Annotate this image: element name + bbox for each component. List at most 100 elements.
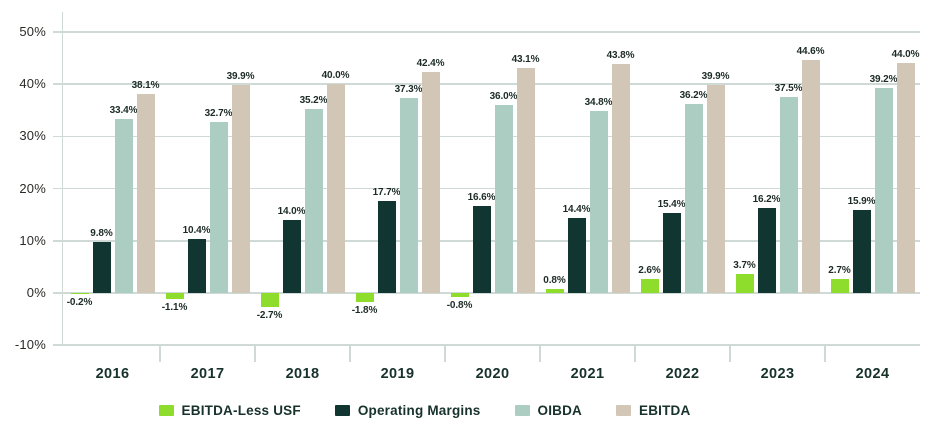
bar-oibda-2019: [399, 98, 418, 293]
legend-label: OIBDA: [537, 403, 582, 418]
y-axis-tick-label: 40%: [19, 76, 46, 92]
x-axis-tick: [634, 346, 636, 362]
bar-ebitda-less-usf-2019: [355, 293, 374, 303]
legend-item-oibda: OIBDA: [514, 403, 583, 418]
value-label: 17.7%: [372, 186, 401, 198]
value-label: 2.6%: [638, 265, 661, 277]
gridline-50%: [53, 31, 920, 33]
legend-swatch-icon: [616, 405, 631, 416]
x-axis-tick: [824, 346, 826, 362]
x-axis-label-2016: 2016: [95, 366, 130, 382]
bar-oibda-2022: [684, 104, 703, 293]
bar-ebitda-less-usf-2024: [830, 278, 849, 293]
gridline-0%: [53, 292, 920, 294]
bar-ebitda-2017: [231, 84, 250, 293]
value-label: 44.6%: [796, 46, 825, 58]
x-axis-tick: [729, 346, 731, 362]
value-label: 2.7%: [828, 264, 851, 276]
legend-item-ebitda: EBITDA: [616, 403, 690, 418]
bar-operating-margins-2019: [377, 200, 396, 293]
value-label: 43.8%: [606, 50, 635, 62]
legend-item-operating-margins: Operating Margins: [334, 403, 481, 418]
value-label: 9.8%: [90, 227, 113, 239]
value-label: 37.3%: [394, 84, 423, 96]
x-axis-label-2018: 2018: [285, 366, 320, 382]
y-axis-tick-label: 10%: [19, 232, 46, 248]
bar-ebitda-2021: [611, 64, 630, 293]
value-label: -1.8%: [351, 305, 378, 317]
x-axis-label-2020: 2020: [475, 366, 510, 382]
bar-ebitda-less-usf-2022: [640, 279, 659, 293]
value-label: 36.2%: [679, 90, 708, 102]
y-axis-tick-label: 30%: [19, 128, 46, 144]
legend-label: Operating Margins: [357, 403, 481, 418]
x-axis-label-2017: 2017: [190, 366, 225, 382]
gridline-40%: [53, 83, 920, 85]
value-label: 39.2%: [869, 74, 898, 86]
bar-operating-margins-2016: [92, 241, 111, 293]
value-label: 16.6%: [467, 192, 496, 204]
x-axis-tick: [159, 346, 161, 362]
y-axis-tick-label: 50%: [19, 24, 46, 39]
bar-ebitda-2018: [326, 84, 345, 293]
legend-label: EBITDA-Less USF: [181, 403, 301, 418]
bar-operating-margins-2022: [662, 212, 681, 293]
value-label: 0.8%: [543, 274, 566, 286]
value-label: 3.7%: [733, 259, 756, 271]
bar-ebitda-2024: [896, 63, 915, 293]
bar-oibda-2017: [209, 122, 228, 293]
value-label: 39.9%: [701, 70, 730, 82]
bar-oibda-2023: [779, 97, 798, 293]
bar-ebitda-less-usf-2021: [545, 288, 564, 293]
value-label: -0.8%: [446, 300, 473, 312]
value-label: 37.5%: [774, 83, 803, 95]
gridline-20%: [53, 187, 920, 190]
bar-operating-margins-2021: [567, 217, 586, 293]
bar-ebitda-less-usf-2018: [260, 293, 279, 308]
value-label: 32.7%: [204, 108, 233, 120]
gridline-30%: [53, 135, 920, 138]
bar-ebitda-2022: [706, 84, 725, 293]
x-axis-tick: [349, 346, 351, 362]
value-label: 34.8%: [584, 97, 613, 109]
bar-operating-margins-2023: [757, 208, 776, 293]
bar-operating-margins-2017: [187, 238, 206, 293]
bar-ebitda-2023: [801, 60, 820, 293]
x-axis-label-2022: 2022: [665, 366, 700, 382]
bar-operating-margins-2020: [472, 206, 491, 293]
value-label: 38.1%: [131, 80, 160, 92]
value-label: 14.0%: [277, 205, 306, 217]
x-axis-tick: [539, 346, 541, 362]
value-label: 33.4%: [109, 104, 138, 116]
legend-item-ebitda-less-usf: EBITDA-Less USF: [158, 403, 301, 418]
bar-oibda-2016: [114, 118, 133, 293]
bar-operating-margins-2018: [282, 219, 301, 293]
value-label: 43.1%: [511, 54, 540, 66]
x-axis-label-2023: 2023: [760, 366, 795, 382]
value-label: 15.9%: [847, 196, 876, 207]
bar-ebitda-2016: [136, 94, 155, 293]
value-label: -2.7%: [256, 310, 283, 322]
value-label: 39.9%: [226, 70, 255, 82]
bar-ebitda-less-usf-2020: [450, 293, 469, 298]
value-label: 42.4%: [416, 57, 445, 69]
gridline--10%: [53, 344, 920, 346]
bar-ebitda-less-usf-2023: [735, 273, 754, 293]
y-axis-tick-label: 0%: [26, 285, 46, 300]
value-label: -1.1%: [161, 301, 188, 313]
x-axis-label-2019: 2019: [380, 366, 415, 382]
x-axis-tick: [254, 346, 256, 362]
value-label: 36.0%: [489, 91, 518, 103]
value-label: -0.2%: [66, 297, 93, 309]
bar-oibda-2020: [494, 105, 513, 293]
legend-swatch-icon: [334, 405, 350, 416]
value-label: 44.0%: [891, 49, 920, 61]
y-axis-tick-label: -10%: [14, 337, 46, 353]
value-label: 10.4%: [182, 224, 211, 236]
value-label: 35.2%: [299, 95, 328, 107]
legend-label: EBITDA: [639, 403, 691, 418]
y-axis-line: [61, 12, 63, 346]
legend-swatch-icon: [158, 405, 174, 416]
value-label: 15.4%: [657, 198, 686, 210]
